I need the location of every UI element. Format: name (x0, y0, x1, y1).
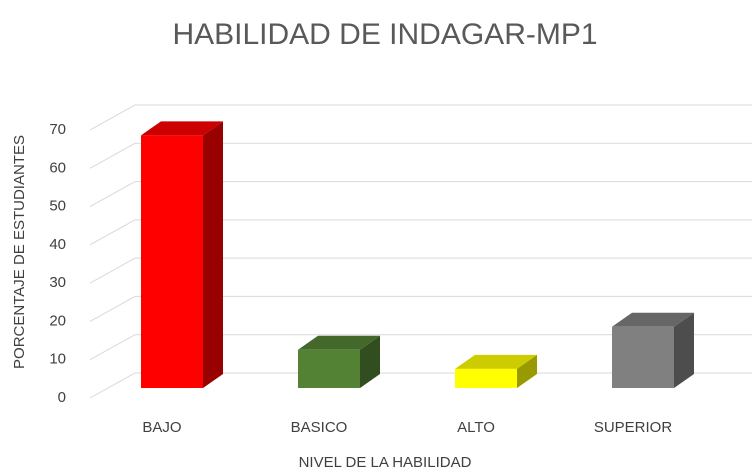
bar-side (203, 121, 223, 389)
x-tick-label: SUPERIOR (594, 419, 673, 436)
bar-top (455, 354, 537, 369)
x-tick-label: ALTO (457, 419, 495, 436)
bar-top (612, 312, 694, 327)
bar-top (298, 335, 380, 350)
grid-line (89, 104, 752, 131)
y-tick-label: 0 (58, 389, 66, 406)
grid-line (89, 257, 752, 284)
bar-front (298, 349, 360, 388)
x-axis-title: NIVEL DE LA HABILIDAD (299, 454, 472, 471)
x-tick-label: BASICO (291, 419, 348, 436)
y-tick-label: 50 (49, 198, 66, 215)
bar (141, 121, 223, 389)
bar-front (612, 326, 674, 388)
y-tick-label: 30 (49, 274, 66, 291)
y-tick-label: 60 (49, 159, 66, 176)
chart-title: HABILIDAD DE INDAGAR-MP1 (172, 18, 597, 51)
grid-line (89, 181, 752, 208)
bar-front (455, 368, 517, 388)
grid-line (89, 334, 752, 361)
y-tick-label: 20 (49, 312, 66, 329)
y-tick-label: 40 (49, 236, 66, 253)
bar-side (517, 354, 537, 388)
grid-line (89, 372, 752, 399)
bar-side (674, 312, 694, 388)
bar (455, 354, 537, 388)
grid-line (89, 142, 752, 169)
y-tick-label: 10 (49, 351, 66, 368)
bar-front (141, 135, 203, 388)
bar-side (360, 335, 380, 388)
x-tick-label: BAJO (142, 419, 181, 436)
bar-top (141, 121, 223, 136)
grid-line (89, 295, 752, 322)
grid-line (89, 219, 752, 246)
bar (298, 335, 380, 388)
bar (612, 312, 694, 388)
y-tick-label: 70 (49, 121, 66, 138)
y-axis-title: PORCENTAJE DE ESTUDIANTES (11, 135, 28, 369)
